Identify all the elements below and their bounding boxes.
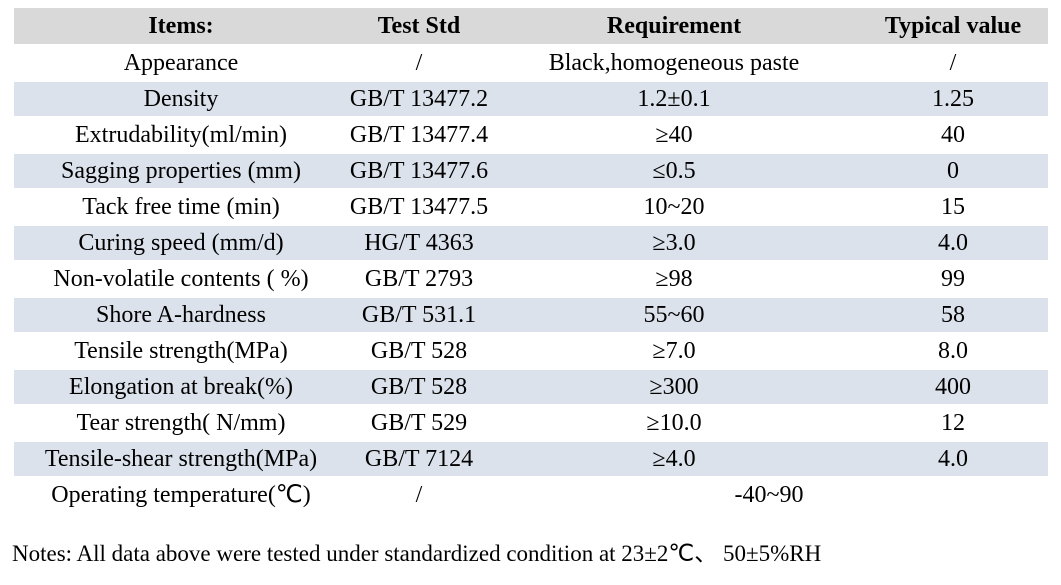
- cell-test-std: GB/T 2793: [364, 265, 474, 292]
- cell-item: Appearance: [123, 49, 239, 76]
- cell-test-std: /: [415, 481, 423, 508]
- cell-test-std: GB/T 13477.5: [349, 193, 489, 220]
- cell-requirement: 55~60: [490, 298, 858, 332]
- cell-typical-value: 58: [858, 298, 1048, 332]
- cell-requirement: ≥98: [655, 265, 693, 292]
- table-row: Elongation at break(%) GB/T 528 ≥300 400: [14, 370, 1048, 404]
- cell-requirement: ≥7.0: [652, 337, 696, 364]
- cell-requirement: Black,homogeneous paste: [548, 49, 800, 76]
- cell-requirement: ≤0.5: [490, 154, 858, 188]
- col-header-items: Items:: [14, 8, 348, 44]
- cell-requirement: 1.2±0.1: [490, 82, 858, 116]
- cell-test-std: GB/T 13477.6: [348, 154, 490, 188]
- cell-typical-value: 12: [941, 409, 965, 436]
- table-row: Extrudability(ml/min) GB/T 13477.4 ≥40 40: [14, 118, 1048, 152]
- cell-item: Extrudability(ml/min): [75, 121, 287, 148]
- header-row: Items: Test Std Requirement Typical valu…: [14, 8, 1048, 44]
- cell-item: Tensile strength(MPa): [74, 337, 288, 364]
- cell-test-std: GB/T 531.1: [348, 298, 490, 332]
- spec-table-body: Appearance / Black,homogeneous paste / Densi…: [14, 46, 1048, 512]
- cell-requirement: ≥40: [655, 121, 693, 148]
- cell-item: Operating temperature(℃): [51, 481, 311, 508]
- cell-item: Tack free time (min): [82, 193, 280, 220]
- col-header-test-std: Test Std: [348, 8, 490, 44]
- cell-item: Density: [14, 82, 348, 116]
- cell-requirement: 10~20: [643, 193, 705, 220]
- cell-item: Tensile-shear strength(MPa): [14, 442, 348, 476]
- cell-requirement-span: -40~90: [734, 481, 804, 508]
- cell-test-std: GB/T 528: [348, 370, 490, 404]
- cell-test-std: GB/T 528: [370, 337, 468, 364]
- cell-item: Non-volatile contents ( %): [53, 265, 309, 292]
- table-row: Tear strength( N/mm) GB/T 529 ≥10.0 12: [14, 406, 1048, 440]
- cell-test-std: GB/T 13477.4: [349, 121, 489, 148]
- col-header-requirement: Requirement: [490, 8, 858, 44]
- cell-item: Shore A-hardness: [14, 298, 348, 332]
- table-row: Tensile strength(MPa) GB/T 528 ≥7.0 8.0: [14, 334, 1048, 368]
- spec-table: Items: Test Std Requirement Typical valu…: [14, 6, 1048, 514]
- cell-typical-value: 40: [941, 121, 965, 148]
- cell-typical-value: 4.0: [858, 226, 1048, 260]
- cell-test-std: HG/T 4363: [348, 226, 490, 260]
- cell-typical-value: 15: [941, 193, 965, 220]
- table-row: Curing speed (mm/d) HG/T 4363 ≥3.0 4.0: [14, 226, 1048, 260]
- cell-item: Tear strength( N/mm): [76, 409, 286, 436]
- cell-test-std: GB/T 529: [370, 409, 468, 436]
- table-row: Sagging properties (mm) GB/T 13477.6 ≤0.5 0: [14, 154, 1048, 188]
- cell-typical-value: 400: [858, 370, 1048, 404]
- cell-item: Curing speed (mm/d): [14, 226, 348, 260]
- col-header-typical-value: Typical value: [858, 8, 1048, 44]
- cell-requirement: ≥300: [490, 370, 858, 404]
- table-row: Shore A-hardness GB/T 531.1 55~60 58: [14, 298, 1048, 332]
- cell-typical-value: 1.25: [858, 82, 1048, 116]
- cell-test-std: /: [415, 49, 423, 76]
- cell-requirement: ≥10.0: [646, 409, 702, 436]
- cell-typical-value: 0: [858, 154, 1048, 188]
- cell-requirement: ≥3.0: [490, 226, 858, 260]
- cell-test-std: GB/T 7124: [348, 442, 490, 476]
- notes-text: Notes: All data above were tested under …: [12, 541, 822, 566]
- cell-requirement: ≥4.0: [490, 442, 858, 476]
- table-row: Tensile-shear strength(MPa) GB/T 7124 ≥4.0…: [14, 442, 1048, 476]
- table-row: Appearance / Black,homogeneous paste /: [14, 46, 1048, 80]
- cell-item: Sagging properties (mm): [14, 154, 348, 188]
- cell-typical-value: 99: [941, 265, 965, 292]
- cell-item: Elongation at break(%): [14, 370, 348, 404]
- table-row: Operating temperature(℃) / -40~90: [14, 478, 1048, 512]
- cell-typical-value: 8.0: [938, 337, 968, 364]
- cell-typical-value: /: [949, 49, 957, 76]
- table-row: Tack free time (min) GB/T 13477.5 10~20 15: [14, 190, 1048, 224]
- cell-test-std: GB/T 13477.2: [348, 82, 490, 116]
- table-row: Non-volatile contents ( %) GB/T 2793 ≥98 99: [14, 262, 1048, 296]
- cell-typical-value: 4.0: [858, 442, 1048, 476]
- table-row: Density GB/T 13477.2 1.2±0.1 1.25: [14, 82, 1048, 116]
